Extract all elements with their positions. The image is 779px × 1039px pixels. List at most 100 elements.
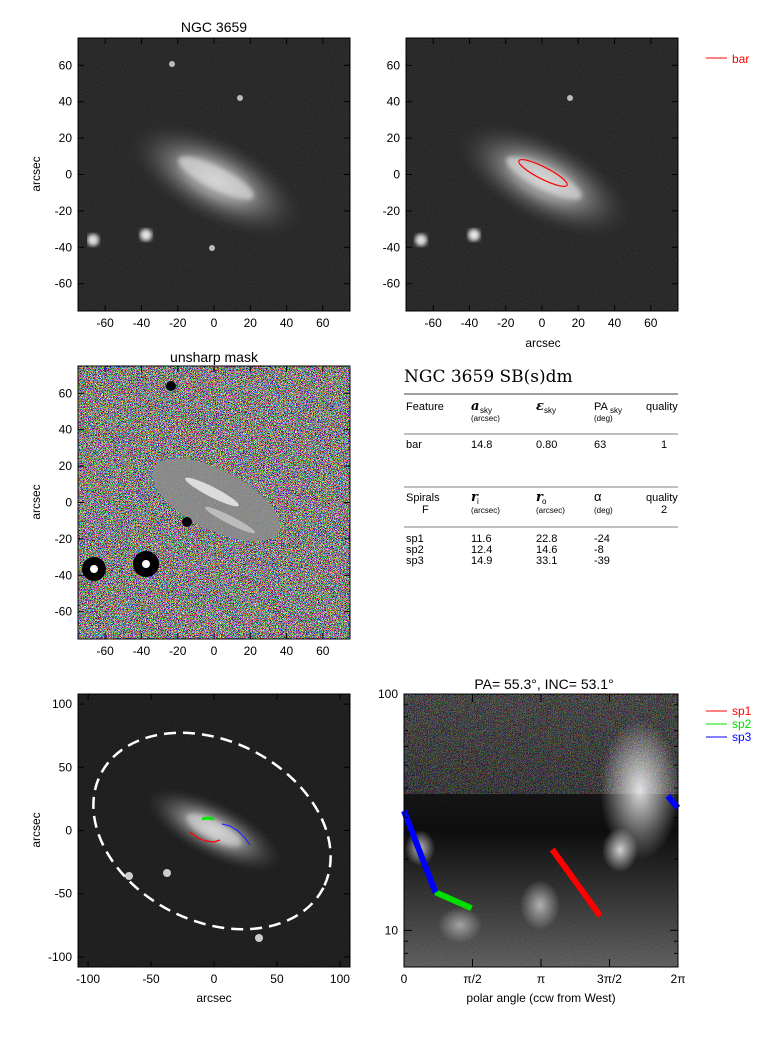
- spiral-trace-sp3: [221, 823, 251, 846]
- bar-ellipse: [518, 159, 568, 187]
- y-tick-label: 20: [59, 131, 73, 145]
- x-tick-label: 60: [316, 644, 330, 658]
- x-tick-label: 0: [211, 316, 218, 330]
- x-tick-label: 3π/2: [597, 972, 622, 986]
- spiral-row-ro: 22.8: [536, 533, 557, 545]
- x-tick-label: -60: [97, 316, 115, 330]
- y-tick-label: 20: [387, 131, 401, 145]
- star: [468, 229, 480, 241]
- spiral-header-ro-sub: o: [542, 497, 547, 506]
- bar-row-e: 0.80: [536, 439, 557, 451]
- panel-unsharp-mask: unsharp mask arcsec 60 40 20 0 -20 -40 -60 -60…: [29, 349, 351, 658]
- y-axis-label: arcsec: [29, 484, 43, 519]
- panel-polar-plot: PA= 55.3°, INC= 53.1° polar angle (ccw f…: [378, 676, 752, 1005]
- y-tick-label: -40: [55, 240, 73, 254]
- star: [237, 95, 243, 101]
- spiral-trace-sp2: [201, 816, 215, 821]
- x-tick-label: π: [537, 972, 545, 986]
- y-axis-label: arcsec: [29, 812, 43, 847]
- x-tick-label: 100: [330, 972, 350, 986]
- y-tick-label: 10: [385, 923, 399, 937]
- x-tick-label: -40: [133, 644, 151, 658]
- series-line-sp3: [401, 809, 439, 894]
- y-tick-label: 40: [59, 95, 73, 109]
- spiral-header-ro: r: [536, 490, 544, 505]
- header-pa: PA: [594, 401, 609, 413]
- x-tick-label: -40: [461, 316, 479, 330]
- y-tick-label: 20: [59, 459, 73, 473]
- spiral-header-alpha: α: [594, 489, 602, 504]
- y-tick-labels: 60 40 20 0 -20 -40 -60: [55, 386, 350, 619]
- y-tick-label: 0: [393, 168, 400, 182]
- parameter-table: NGC 3659 SB(s)dm Feature a sky (arcsec) …: [404, 367, 678, 567]
- y-tick-label: -60: [55, 605, 73, 619]
- x-tick-label: 40: [608, 316, 622, 330]
- x-tick-label: 50: [270, 972, 284, 986]
- y-tick-label: -20: [55, 532, 73, 546]
- y-tick-label: -100: [48, 950, 72, 964]
- spiral-row-name: sp2: [406, 544, 424, 556]
- y-tick-labels: 60 40 20 0 -20 -40 -60: [55, 58, 350, 291]
- bar-row-a: 14.8: [471, 439, 492, 451]
- star: [125, 872, 133, 880]
- y-tick-labels: 100 10: [378, 687, 678, 968]
- y-tick-label: 0: [65, 168, 72, 182]
- spiral-header-ri-sub: i: [477, 497, 479, 506]
- spiral-trace-sp1: [189, 831, 221, 843]
- arm-feature: [204, 506, 256, 534]
- y-tick-label: 40: [59, 423, 73, 437]
- x-tick-label: 60: [316, 316, 330, 330]
- x-tick-labels: -60 -40 -20 0 20 40 60: [425, 38, 658, 330]
- y-tick-label: 40: [387, 95, 401, 109]
- x-tick-label: 40: [280, 316, 294, 330]
- star: [255, 934, 263, 942]
- spiral-header-ri-unit: (arcsec): [471, 506, 500, 515]
- masked-star: [182, 517, 192, 527]
- star: [169, 61, 175, 67]
- bright-region: [438, 907, 482, 943]
- masked-star-core: [90, 565, 98, 573]
- x-tick-label: 20: [244, 644, 258, 658]
- x-tick-label: 0: [211, 972, 218, 986]
- spiral-header-quality2: 2: [661, 504, 667, 516]
- x-tick-label: π/2: [463, 972, 482, 986]
- x-tick-label: -20: [497, 316, 515, 330]
- bar-row-pa: 63: [594, 439, 606, 451]
- y-tick-label: -60: [55, 277, 73, 291]
- x-tick-label: 20: [244, 316, 258, 330]
- star: [87, 234, 99, 246]
- header-e-sub: sky: [544, 406, 556, 415]
- header-e: ε: [536, 399, 544, 414]
- y-tick-labels: 100 50 0 -50 -100: [48, 697, 350, 964]
- star: [209, 245, 215, 251]
- disk-ellipse-dashed: [92, 731, 332, 931]
- panel-title: NGC 3659: [181, 19, 247, 35]
- legend-label-sp2: sp2: [732, 717, 752, 731]
- spiral-lines: [401, 794, 681, 918]
- spiral-row-alpha: -8: [594, 544, 604, 556]
- bar-row-name: bar: [406, 439, 422, 451]
- spiral-row-name: sp1: [406, 533, 424, 545]
- x-tick-label: 60: [644, 316, 658, 330]
- y-tick-label: 50: [59, 760, 73, 774]
- spiral-row-alpha: -24: [594, 533, 610, 545]
- x-tick-label: -60: [97, 644, 115, 658]
- star: [415, 234, 427, 246]
- y-tick-label: 100: [378, 687, 398, 701]
- x-tick-label: -20: [169, 316, 187, 330]
- table-title: NGC 3659 SB(s)dm: [404, 367, 573, 387]
- legend-label-sp1: sp1: [732, 704, 752, 718]
- y-tick-label: 100: [52, 697, 72, 711]
- x-axis-label: polar angle (ccw from West): [466, 991, 615, 1005]
- galaxy-bar: [506, 156, 582, 200]
- spiral-row-ri: 11.6: [471, 533, 492, 545]
- galaxy-bar: [174, 149, 259, 207]
- x-tick-labels: -60 -40 -20 0 20 40 60: [97, 38, 330, 330]
- y-tick-label: -40: [383, 240, 401, 254]
- x-tick-label: 20: [572, 316, 586, 330]
- star: [140, 229, 152, 241]
